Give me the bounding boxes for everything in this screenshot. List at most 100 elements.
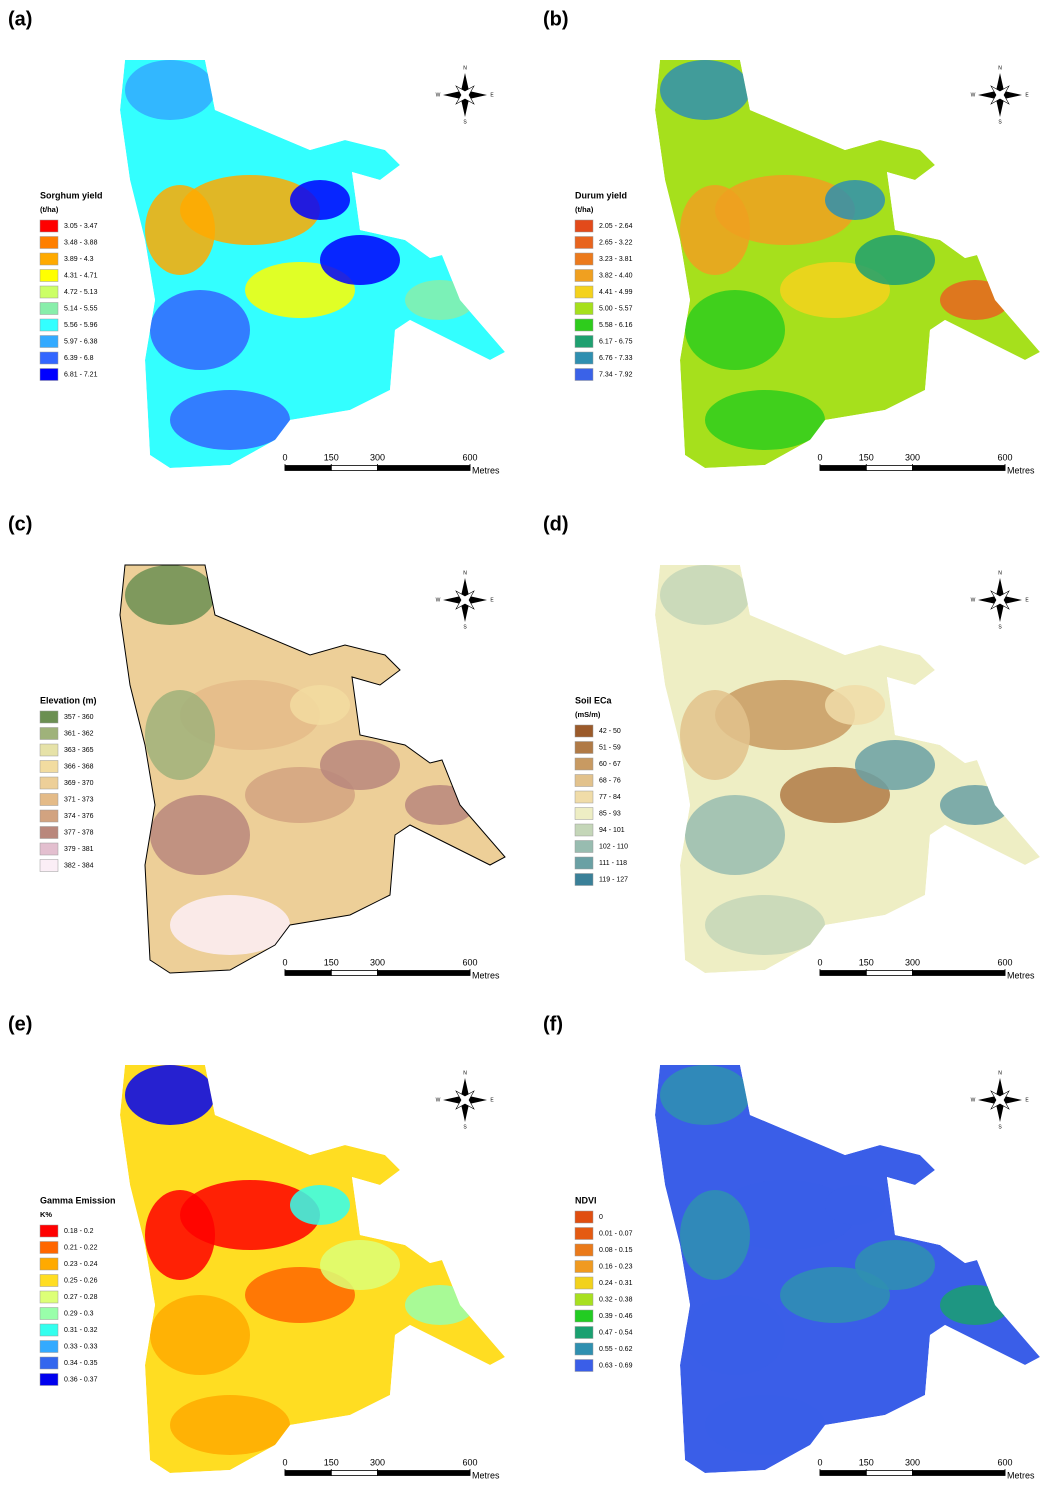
legend-swatch — [40, 810, 58, 822]
map — [655, 1065, 1040, 1473]
legend-label: 0.27 - 0.28 — [64, 1294, 98, 1301]
map-zone — [705, 895, 825, 955]
map-zone — [150, 795, 250, 875]
compass-e: E — [1025, 597, 1029, 603]
panel-label: (c) — [8, 513, 32, 535]
legend-swatch — [575, 824, 593, 836]
legend-label: 0 — [599, 1214, 603, 1221]
map-zone — [680, 185, 750, 275]
legend-swatch — [575, 286, 593, 298]
legend-title: Durum yield — [575, 190, 627, 200]
scale-label: 600 — [997, 452, 1012, 462]
compass-e: E — [490, 1097, 494, 1103]
legend-swatch — [575, 725, 593, 737]
legend-swatch — [575, 237, 593, 249]
legend-swatch — [575, 808, 593, 820]
legend-swatch — [40, 270, 58, 282]
legend-label: 4.31 - 4.71 — [64, 272, 98, 279]
panel-label: (e) — [8, 1013, 32, 1035]
scale-segment — [866, 971, 912, 976]
legend-label: 4.72 - 5.13 — [64, 289, 98, 296]
scale-label: 0 — [282, 452, 287, 462]
legend-swatch — [40, 711, 58, 723]
legend-swatch — [575, 742, 593, 754]
scale-segment — [285, 466, 331, 471]
compass-e: E — [1025, 1097, 1029, 1103]
legend-swatch — [40, 1341, 58, 1353]
map-zone — [320, 235, 400, 285]
legend-swatch — [575, 336, 593, 348]
panel: (e)NSEWGamma EmissionK%0.18 - 0.20.21 - … — [8, 1013, 505, 1480]
scale-segment — [820, 466, 866, 471]
map-zone — [940, 785, 1010, 825]
map-zone — [170, 895, 290, 955]
legend-swatch — [575, 1261, 593, 1273]
compass: NSEW — [971, 570, 1030, 630]
map-zone — [660, 60, 750, 120]
map — [655, 60, 1040, 468]
legend-swatch — [575, 1228, 593, 1240]
legend-label: 4.41 - 4.99 — [599, 289, 633, 296]
legend-label: 6.17 - 6.75 — [599, 338, 633, 345]
legend-swatch — [40, 1324, 58, 1336]
map-zone — [145, 1190, 215, 1280]
legend-label: 42 - 50 — [599, 728, 621, 735]
legend-swatch — [40, 860, 58, 872]
scale-segment — [331, 971, 377, 976]
map-zone — [825, 1185, 885, 1225]
scale-label: 0 — [282, 1457, 287, 1467]
legend-label: 0.47 - 0.54 — [599, 1329, 633, 1336]
legend-swatch — [575, 1327, 593, 1339]
legend-swatch — [40, 1308, 58, 1320]
legend-label: 0.32 - 0.38 — [599, 1296, 633, 1303]
legend-label: 377 - 378 — [64, 829, 94, 836]
compass-s: S — [998, 119, 1002, 125]
map-zone — [150, 1295, 250, 1375]
scale-label: 150 — [859, 1457, 874, 1467]
scale-unit: Metres — [472, 970, 500, 980]
map-zone — [855, 235, 935, 285]
map-zone — [290, 1185, 350, 1225]
map-zone — [405, 280, 475, 320]
compass-e: E — [1025, 92, 1029, 98]
compass-w: W — [971, 92, 976, 98]
legend-label: 357 - 360 — [64, 714, 94, 721]
panel-label: (b) — [543, 8, 569, 30]
legend-label: 85 - 93 — [599, 810, 621, 817]
map-zone — [685, 290, 785, 370]
legend-swatch — [575, 303, 593, 315]
scale-label: 0 — [817, 1457, 822, 1467]
scale-segment — [378, 1471, 471, 1476]
map-zone — [660, 565, 750, 625]
legend-label: 3.05 - 3.47 — [64, 223, 98, 230]
legend-label: 3.89 - 4.3 — [64, 256, 94, 263]
legend-label: 5.97 - 6.38 — [64, 338, 98, 345]
legend-swatch — [575, 253, 593, 265]
map-zone — [170, 1395, 290, 1455]
legend-swatch — [40, 303, 58, 315]
legend-label: 0.23 - 0.24 — [64, 1261, 98, 1268]
legend-swatch — [40, 1258, 58, 1270]
legend-label: 0.36 - 0.37 — [64, 1376, 98, 1383]
legend-label: 363 - 365 — [64, 747, 94, 754]
legend-label: 3.82 - 4.40 — [599, 272, 633, 279]
legend-swatch — [575, 791, 593, 803]
map-zone — [405, 785, 475, 825]
legend-label: 0.33 - 0.33 — [64, 1343, 98, 1350]
legend-swatch — [40, 237, 58, 249]
legend-label: 5.58 - 6.16 — [599, 322, 633, 329]
compass-s: S — [463, 624, 467, 630]
scale-segment — [378, 466, 471, 471]
legend-swatch — [575, 874, 593, 886]
scale-label: 600 — [462, 452, 477, 462]
compass-n: N — [998, 1070, 1002, 1076]
legend-label: 379 - 381 — [64, 846, 94, 853]
map-zone — [940, 280, 1010, 320]
legend-swatch — [575, 775, 593, 787]
scale-unit: Metres — [1007, 465, 1035, 475]
legend-label: 0.31 - 0.32 — [64, 1327, 98, 1334]
legend-swatch — [40, 728, 58, 740]
legend-label: 0.34 - 0.35 — [64, 1360, 98, 1367]
